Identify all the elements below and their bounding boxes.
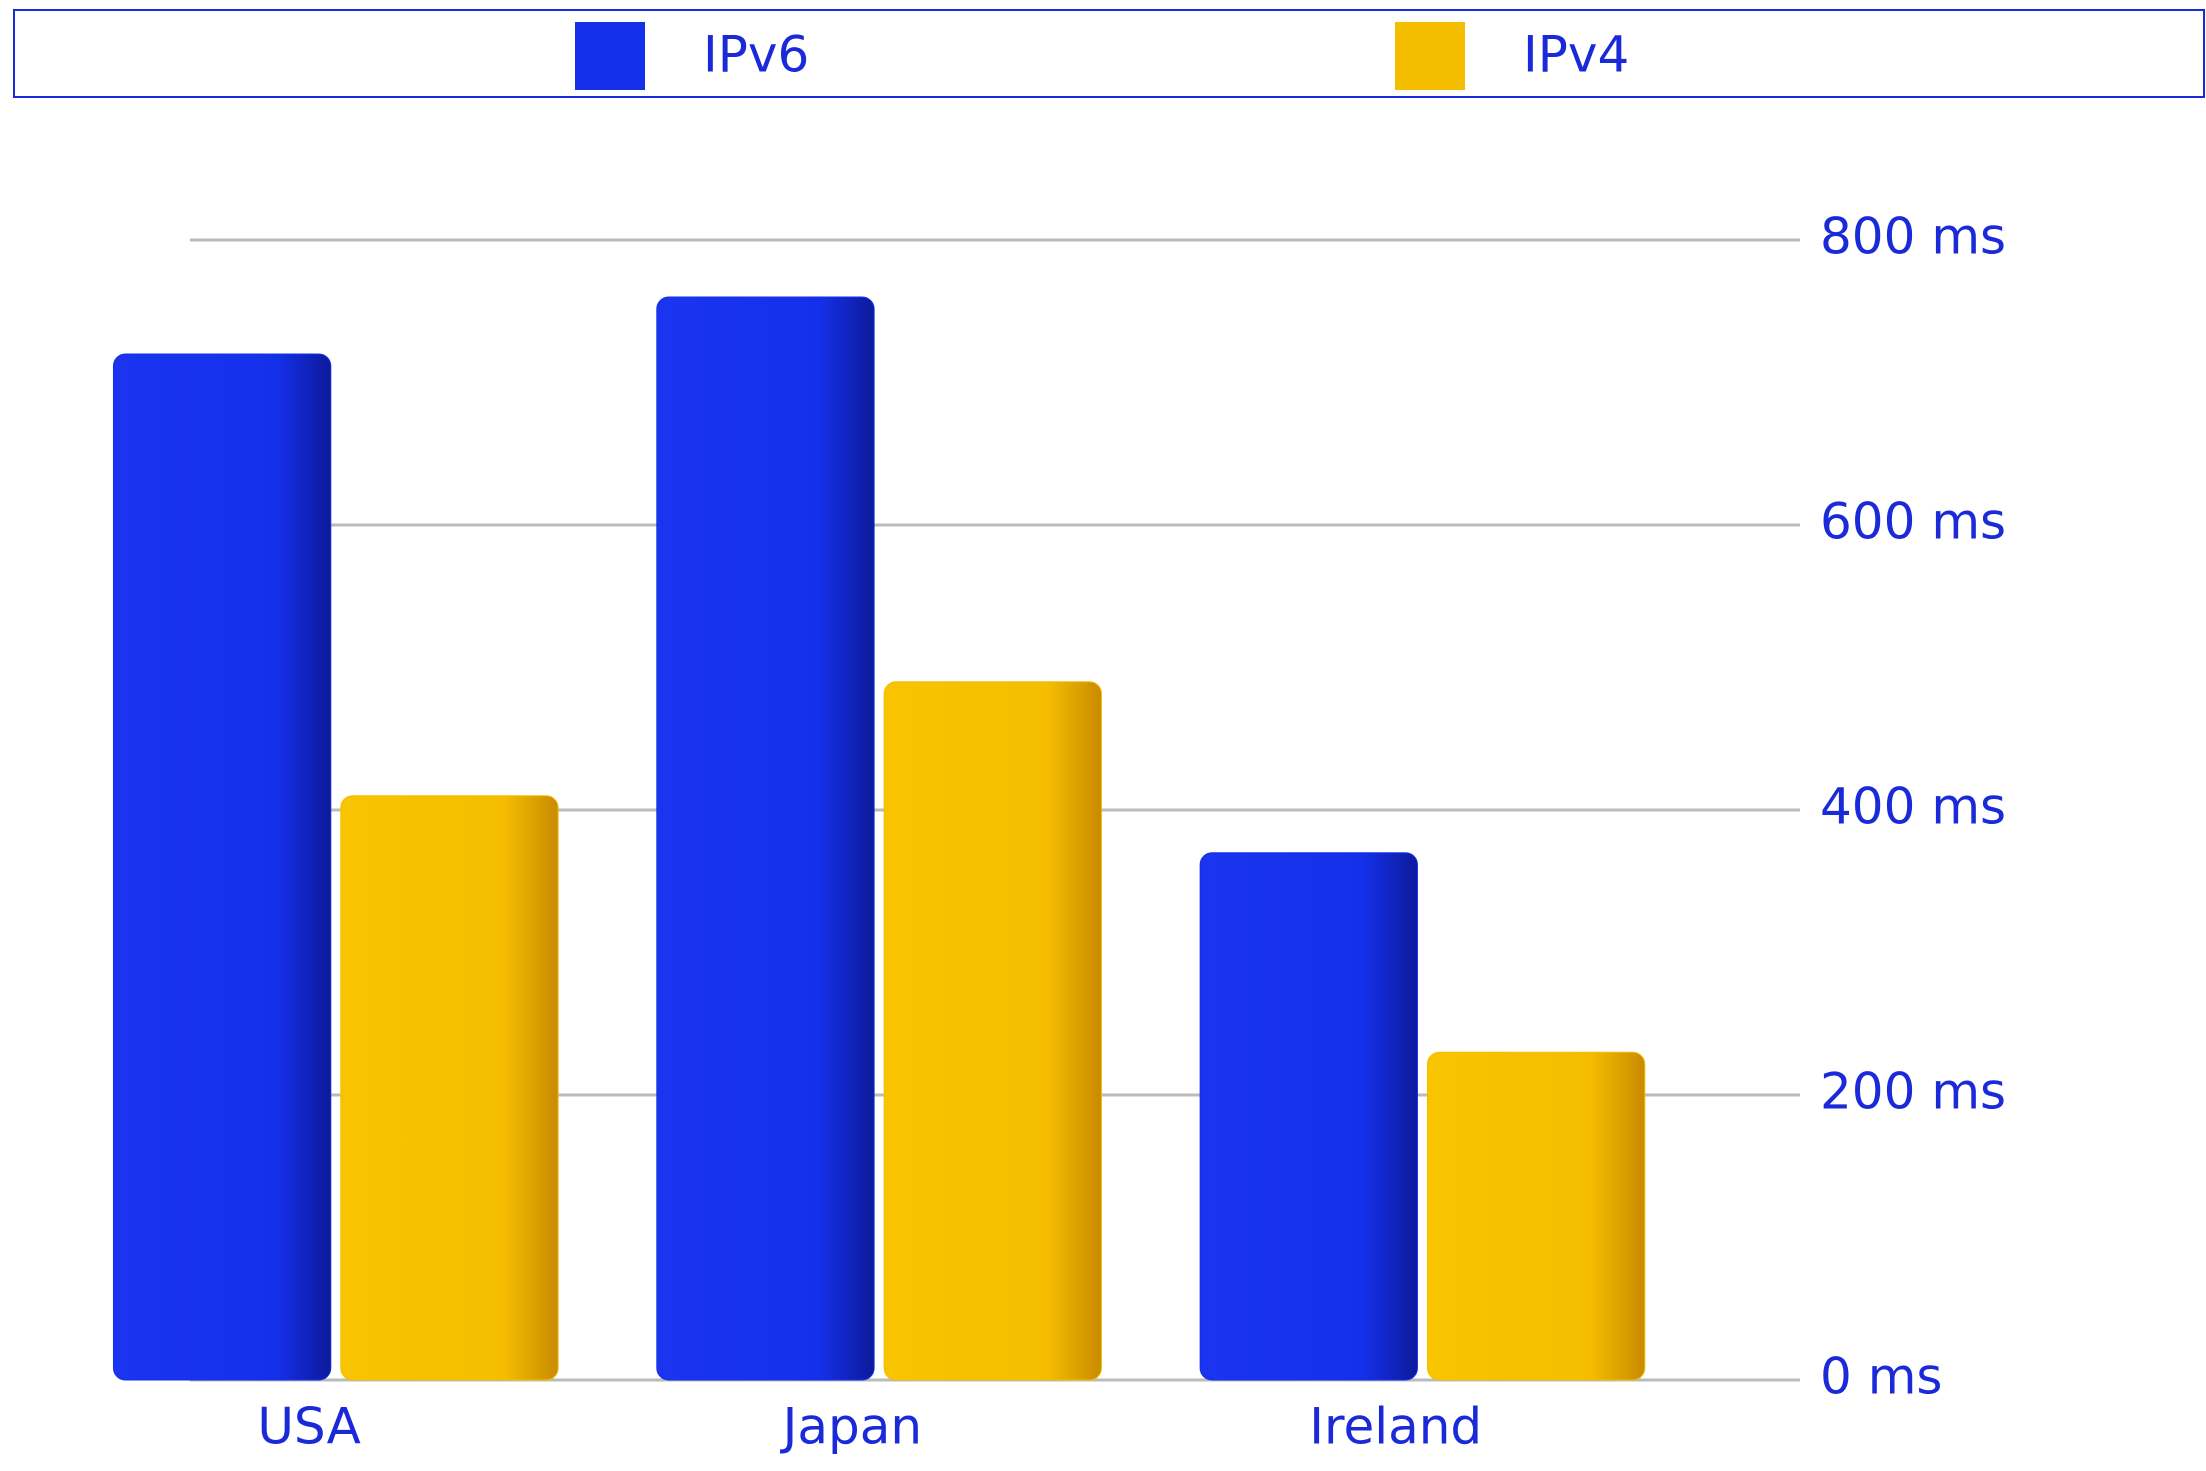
bar — [1426, 1051, 1646, 1381]
bar — [112, 353, 332, 1381]
x-tick-label: Ireland — [1309, 1398, 1482, 1456]
legend-label: IPv6 — [703, 26, 809, 84]
y-tick-label: 600 ms — [1820, 493, 2006, 551]
legend-label: IPv4 — [1523, 26, 1629, 84]
bar — [340, 795, 559, 1381]
x-tick-label: Japan — [780, 1398, 922, 1456]
y-tick-label: 200 ms — [1820, 1063, 2006, 1121]
x-tick-label: USA — [257, 1398, 360, 1456]
bar — [883, 681, 1102, 1381]
y-tick-label: 0 ms — [1820, 1348, 1942, 1406]
legend-swatch — [575, 22, 645, 90]
legend-swatch — [1395, 22, 1465, 90]
bar — [1199, 852, 1418, 1381]
legend-box — [13, 9, 2205, 98]
y-tick-label: 800 ms — [1820, 208, 2006, 266]
bar — [656, 296, 875, 1381]
y-tick-label: 400 ms — [1820, 778, 2006, 836]
